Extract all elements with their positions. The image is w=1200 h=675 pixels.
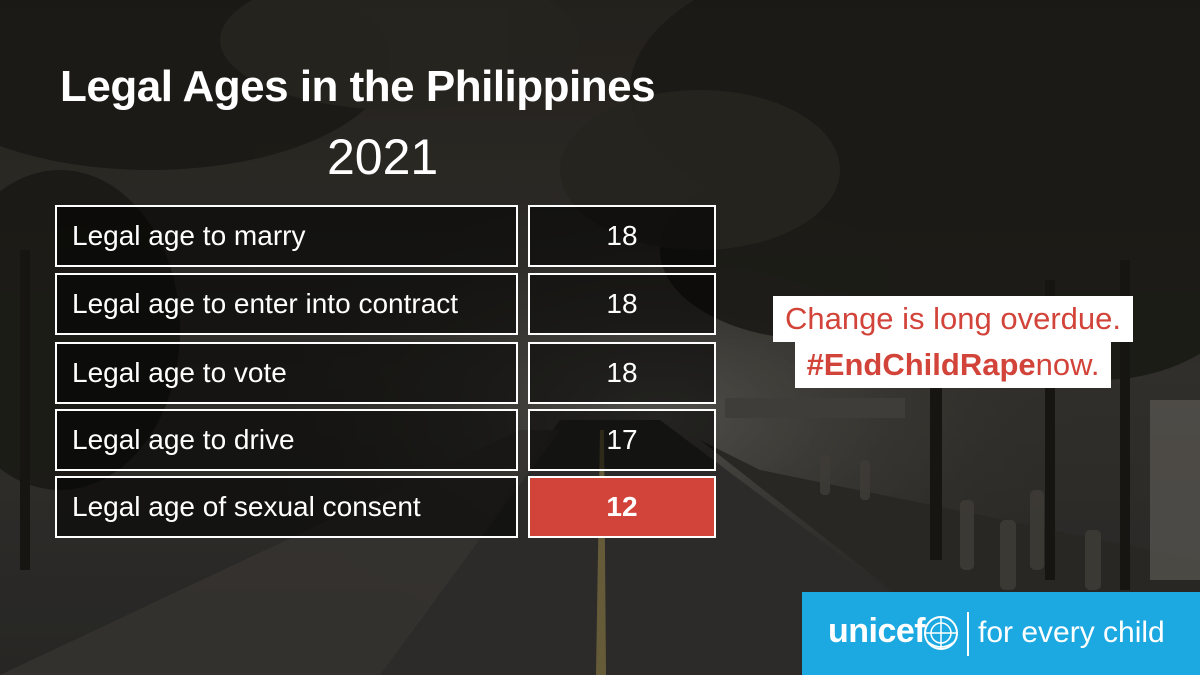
callout-line-1: Change is long overdue.: [772, 296, 1134, 342]
hashtag-link[interactable]: #EndChildRape: [806, 347, 1036, 382]
row-value-highlight: 12: [528, 476, 716, 538]
row-label: Legal age to marry: [55, 205, 518, 267]
callout-line-2: #EndChildRape now.: [794, 342, 1112, 388]
table-row: Legal age to drive 17: [55, 409, 716, 471]
callout-box: Change is long overdue. #EndChildRape no…: [753, 296, 1153, 388]
row-value: 17: [528, 409, 716, 471]
row-label: Legal age to vote: [55, 342, 518, 404]
row-label: Legal age to enter into contract: [55, 273, 518, 335]
table-row-highlight: Legal age of sexual consent 12: [55, 476, 716, 538]
unicef-logo-banner: unicef for every child: [802, 592, 1200, 675]
table-row: Legal age to enter into contract 18: [55, 273, 716, 335]
table-row: Legal age to marry 18: [55, 205, 716, 267]
row-value: 18: [528, 342, 716, 404]
row-label: Legal age to drive: [55, 409, 518, 471]
row-value: 18: [528, 205, 716, 267]
table-row: Legal age to vote 18: [55, 342, 716, 404]
row-label: Legal age of sexual consent: [55, 476, 518, 538]
year-subtitle: 2021: [327, 129, 439, 185]
logo-divider: [967, 612, 969, 656]
un-globe-icon: [924, 616, 958, 650]
callout-suffix: now.: [1035, 347, 1100, 382]
brand-name: unicef: [828, 612, 926, 650]
brand-tagline: for every child: [978, 616, 1165, 649]
row-value: 18: [528, 273, 716, 335]
page-title: Legal Ages in the Philippines: [60, 62, 656, 111]
